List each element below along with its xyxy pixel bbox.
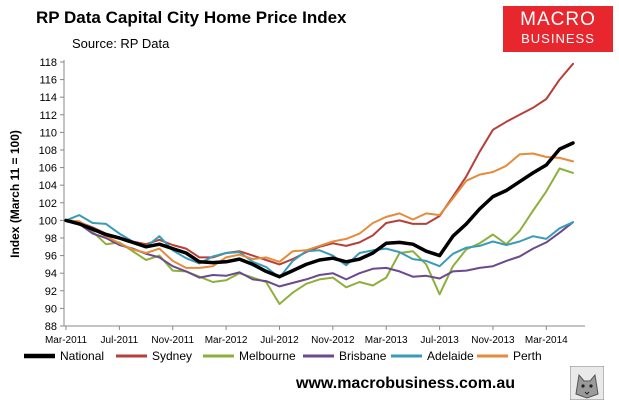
series-line-sydney	[65, 62, 574, 266]
y-tick-label: 96	[45, 251, 57, 263]
y-tick-label: 90	[45, 303, 57, 315]
x-tick-label: Mar-2011	[45, 335, 87, 346]
x-tick-label: Nov-2013	[471, 335, 515, 346]
y-tick-label: 94	[45, 268, 57, 280]
series-line-melbourne	[65, 167, 574, 305]
wolf-logo-icon	[570, 366, 604, 400]
x-tick-label: Nov-2012	[311, 335, 355, 346]
y-axis-title: Index (March 11 = 100)	[8, 130, 22, 258]
y-tick-label: 98	[45, 233, 57, 245]
legend-label-perth: Perth	[513, 349, 542, 363]
series-line-brisbane	[65, 219, 574, 288]
x-tick-label: Jul-2012	[260, 335, 299, 346]
y-tick-label: 106	[39, 163, 57, 175]
y-tick-label: 92	[45, 286, 57, 298]
x-tick-label: Mar-2013	[365, 335, 408, 346]
y-tick-label: 108	[39, 145, 57, 157]
series-line-adelaide	[65, 214, 574, 279]
series-line-perth	[65, 152, 574, 269]
y-tick-label: 110	[39, 127, 57, 139]
y-tick-label: 112	[39, 110, 57, 122]
macrobusiness-logo: MACRO BUSINESS	[503, 6, 613, 52]
chart-title: RP Data Capital City Home Price Index	[36, 8, 347, 27]
legend-label-melbourne: Melbourne	[239, 349, 296, 363]
legend-label-sydney: Sydney	[152, 349, 192, 363]
y-tick-label: 100	[39, 215, 57, 227]
logo-line-1: MACRO	[520, 9, 596, 30]
x-tick-label: Mar-2014	[525, 335, 568, 346]
y-tick-label: 88	[45, 321, 57, 333]
legend-label-adelaide: Adelaide	[427, 349, 474, 363]
chart-legend: National Sydney Melbourne Brisbane Adelaide P…	[24, 349, 542, 363]
logo-line-2: BUSINESS	[521, 31, 595, 46]
series-line-national	[64, 141, 575, 279]
chart-subtitle: Source: RP Data	[72, 36, 170, 51]
y-tick-label: 118	[39, 57, 57, 69]
chart-axes: 88 90 92 94 96 98 100 102 104 106 108 110 112 114 116 1…	[8, 57, 585, 346]
legend-label-national: National	[60, 349, 104, 363]
y-tick-label: 102	[39, 198, 57, 210]
footer-url: www.macrobusiness.com.au	[296, 375, 516, 392]
x-tick-label: Nov-2011	[151, 335, 194, 346]
x-tick-label: Jul-2011	[101, 335, 139, 346]
x-tick-label: Mar-2012	[205, 335, 248, 346]
y-tick-label: 104	[39, 180, 57, 192]
y-tick-label: 116	[39, 75, 57, 87]
x-tick-label: Jul-2013	[420, 335, 459, 346]
chart-series	[64, 62, 575, 305]
y-tick-label: 114	[39, 92, 57, 104]
legend-label-brisbane: Brisbane	[339, 349, 387, 363]
